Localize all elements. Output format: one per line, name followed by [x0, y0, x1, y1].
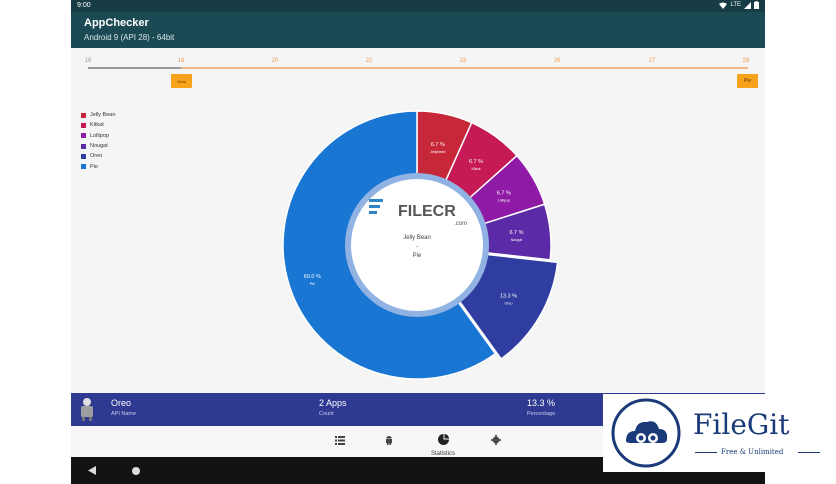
status-icons: LTE — [719, 1, 759, 9]
signal-icon — [744, 1, 751, 9]
center-line-1: Jelly Bean — [403, 235, 431, 241]
tab-apps[interactable] — [385, 432, 393, 450]
legend-swatch — [81, 143, 86, 149]
legend-item: Jelly Bean — [81, 110, 115, 120]
marker-left-label: Oreo — [177, 78, 186, 84]
timeline-tick: 27 — [648, 58, 656, 64]
donut-chart[interactable]: 6.7 % Jellybean 6.7 % Kitkat 6.7 % Lollipop 6.… — [71, 88, 765, 393]
slice-percent-label: 60.0 % — [304, 274, 321, 280]
battery-icon — [754, 1, 759, 9]
home-icon[interactable] — [132, 467, 140, 475]
info-count-label: Count — [319, 411, 334, 417]
app-title: AppChecker — [84, 17, 149, 29]
slice-percent-label: 13.3 % — [500, 293, 517, 299]
slice-name-label: Jellybean — [430, 150, 445, 154]
timeline-tick: 18 — [177, 58, 185, 64]
legend-swatch — [81, 164, 86, 170]
network-type: LTE — [730, 2, 741, 8]
api-timeline[interactable]: 16 18 20 22 23 26 27 28 Oreo Pie — [71, 48, 765, 88]
gear-icon — [491, 435, 501, 445]
slice-name-label: Oreo — [505, 301, 513, 305]
android-icon — [386, 436, 392, 445]
slice-name-label: Lollipop — [498, 198, 510, 202]
filegit-tagline: Free & Unlimited — [721, 448, 784, 456]
timeline-marker-left[interactable]: Oreo — [171, 74, 192, 88]
legend-item: Lollipop — [81, 131, 115, 141]
app-bar: AppChecker Android 9 (API 28) - 64bit — [71, 12, 765, 48]
legend-label: Pie — [90, 163, 98, 170]
legend-swatch — [81, 153, 86, 159]
timeline-track-gray — [88, 67, 181, 69]
device-screen: 9:00 LTE AppChecker Android 9 (API 28) -… — [71, 0, 765, 484]
slice-name-label: Kitkat — [471, 167, 480, 171]
marker-right-label: Pie — [743, 78, 752, 84]
status-time: 9:00 — [77, 2, 91, 9]
timeline-tick: 23 — [459, 58, 467, 64]
legend-label: Kitkat — [90, 122, 104, 129]
center-line-3: Pie — [413, 253, 422, 259]
tab-statistics[interactable]: Statistics — [431, 432, 455, 457]
timeline-tick: 20 — [271, 58, 279, 64]
android-oreo-icon — [81, 398, 93, 421]
legend-item: Pie — [81, 161, 115, 171]
pie-chart-icon — [437, 434, 449, 445]
slice-percent-label: 6.7 % — [469, 159, 483, 165]
slice-percent-label: 6.7 % — [497, 190, 511, 196]
timeline-track-range — [181, 67, 748, 69]
info-count-value: 2 Apps — [319, 398, 347, 408]
legend-item: Kitkat — [81, 120, 115, 130]
timeline-tick: 28 — [742, 58, 750, 64]
wifi-icon — [719, 2, 728, 9]
legend-swatch — [81, 112, 86, 118]
tab-list[interactable] — [335, 432, 345, 450]
slice-percent-label: 6.7 % — [509, 230, 523, 236]
tagline-rule — [695, 452, 717, 453]
info-count: 2 Apps Count — [319, 398, 347, 417]
donut-center — [351, 179, 483, 311]
list-icon — [335, 436, 345, 445]
timeline-tick: 26 — [553, 58, 561, 64]
timeline-tick: 22 — [365, 58, 373, 64]
legend-swatch — [81, 133, 86, 139]
timeline-tick: 16 — [84, 58, 92, 64]
info-percent: 13.3 % Percentage — [527, 398, 555, 417]
back-icon[interactable] — [88, 466, 96, 475]
slice-percent-label: 6.7 % — [431, 142, 445, 148]
slice-name-label: Nougat — [511, 238, 523, 242]
legend-label: Nougat — [90, 143, 108, 150]
app-subtitle: Android 9 (API 28) - 64bit — [84, 33, 175, 42]
status-bar: 9:00 LTE — [71, 0, 765, 12]
slice-name-label: Pie — [310, 282, 315, 286]
filecr-brand: FILECR — [398, 203, 456, 220]
tab-settings[interactable] — [491, 432, 501, 450]
legend-item: Oreo — [81, 151, 115, 161]
filegit-watermark: FileGit Free & Unlimited — [603, 394, 824, 472]
info-name-value: Oreo — [111, 398, 132, 408]
center-line-2: - — [416, 244, 418, 250]
info-percent-value: 13.3 % — [527, 398, 556, 408]
chart-legend: Jelly Bean Kitkat Lollipop Nougat Oreo P… — [81, 110, 115, 172]
info-name: Oreo API Name — [111, 398, 136, 417]
legend-item: Nougat — [81, 141, 115, 151]
info-percent-label: Percentage — [527, 411, 556, 417]
legend-swatch — [81, 122, 86, 128]
info-name-label: API Name — [111, 411, 137, 417]
filegit-brand: FileGit — [693, 408, 790, 441]
filecr-watermark: FILECR .com — [369, 199, 467, 227]
legend-label: Jelly Bean — [90, 112, 116, 119]
tagline-rule — [798, 452, 820, 453]
tab-statistics-label: Statistics — [430, 451, 456, 457]
legend-label: Oreo — [90, 153, 103, 160]
timeline-marker-right[interactable]: Pie — [737, 74, 758, 88]
filecr-suffix: .com — [454, 221, 467, 227]
filegit-logo-icon — [611, 398, 681, 468]
legend-label: Lollipop — [90, 132, 109, 139]
